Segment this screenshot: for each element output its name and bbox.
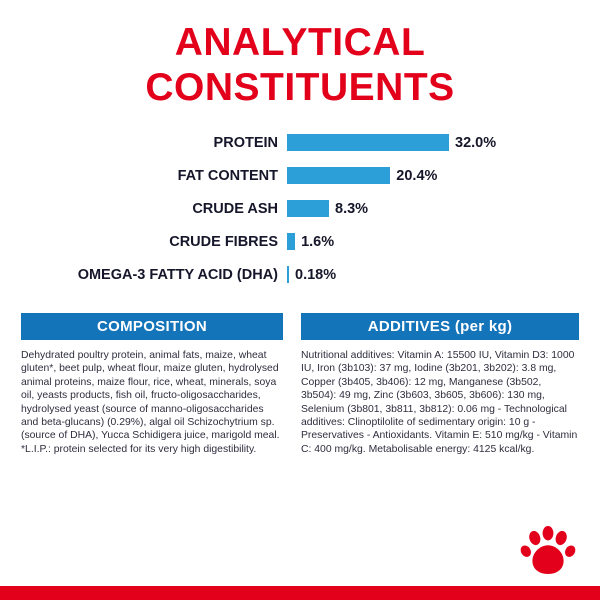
page-title-line2: CONSTITUENTS	[145, 66, 455, 109]
bar-track: 1.6%	[287, 233, 334, 250]
page-title-line1: ANALYTICAL	[174, 21, 426, 64]
additives-body: Nutritional additives: Vitamin A: 15500 …	[301, 350, 578, 455]
chart-row-label: OMEGA-3 FATTY ACID (DHA)	[77, 266, 278, 283]
bar-value: 20.4%	[396, 167, 438, 184]
chart-row: FAT CONTENT 20.4%	[0, 159, 600, 192]
analytical-constituents-chart: PROTEIN 32.0% FAT CONTENT 20.4% CRUDE AS…	[0, 126, 600, 291]
chart-row-label: FAT CONTENT	[177, 167, 278, 184]
paw-print-icon	[520, 526, 576, 574]
bar	[287, 266, 289, 283]
bar	[287, 167, 391, 184]
footer-red-band	[0, 586, 600, 600]
chart-row: PROTEIN 32.0%	[0, 126, 600, 159]
composition-section: COMPOSITION Dehydrated poultry protein, …	[21, 313, 283, 456]
bar-track: 8.3%	[287, 200, 368, 217]
bar	[287, 134, 449, 151]
bar	[287, 200, 329, 217]
bar-value: 1.6%	[301, 233, 335, 250]
chart-row: OMEGA-3 FATTY ACID (DHA) 0.18%	[0, 258, 600, 291]
chart-row-label: CRUDE ASH	[192, 200, 278, 217]
additives-header: ADDITIVES (per kg)	[301, 313, 579, 340]
chart-row-label: PROTEIN	[213, 134, 278, 151]
info-columns: COMPOSITION Dehydrated poultry protein, …	[0, 313, 600, 456]
bar-track: 0.18%	[287, 266, 336, 283]
page-title: ANALYTICAL CONSTITUENTS	[0, 0, 600, 110]
bar-track: 20.4%	[287, 167, 437, 184]
additives-section: ADDITIVES (per kg) Nutritional additives…	[301, 313, 579, 456]
composition-body: Dehydrated poultry protein, animal fats,…	[21, 350, 280, 455]
chart-row: CRUDE ASH 8.3%	[0, 192, 600, 225]
chart-row-label: CRUDE FIBRES	[169, 233, 278, 250]
bar-value: 0.18%	[295, 266, 337, 283]
chart-row: CRUDE FIBRES 1.6%	[0, 225, 600, 258]
composition-header: COMPOSITION	[21, 313, 283, 340]
bar-value: 8.3%	[335, 200, 369, 217]
bar-value: 32.0%	[455, 134, 497, 151]
bar-track: 32.0%	[287, 134, 496, 151]
bar	[287, 233, 296, 250]
